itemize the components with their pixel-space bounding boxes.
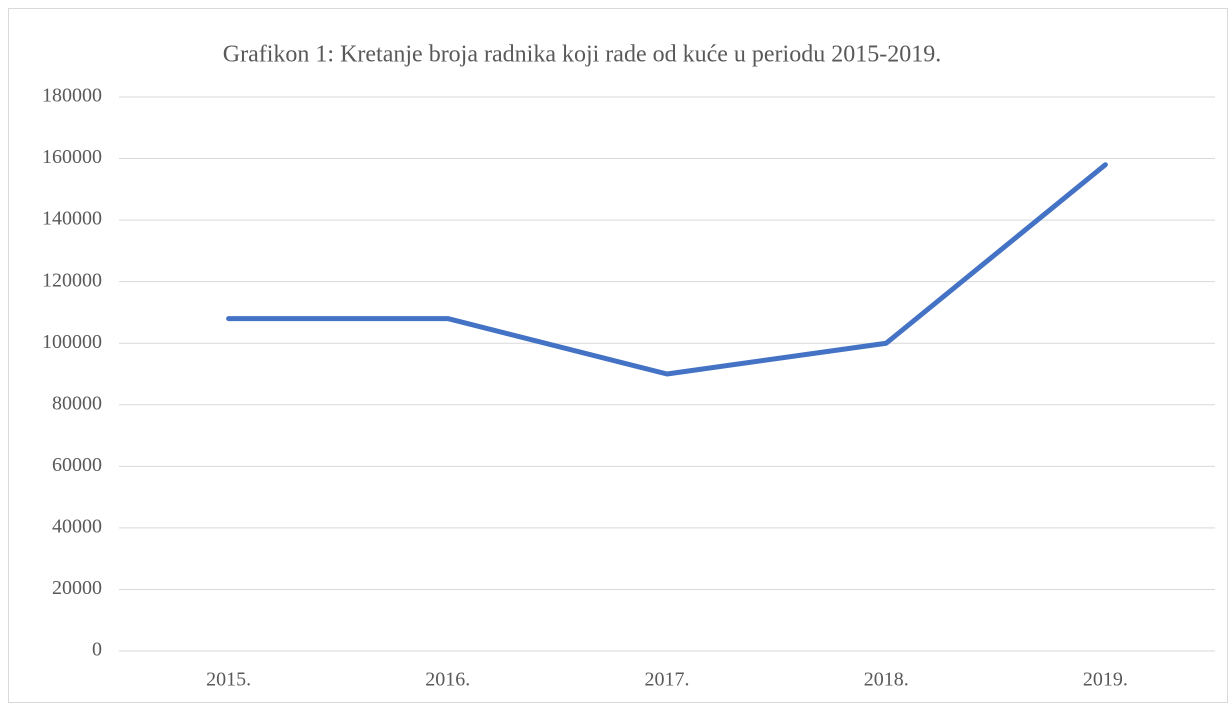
x-tick-label: 2019. — [1083, 669, 1128, 691]
y-tick-label: 0 — [92, 639, 102, 661]
y-tick-label: 100000 — [42, 331, 102, 353]
data-line — [226, 162, 1108, 377]
y-tick-label: 160000 — [42, 146, 102, 168]
y-tick-label: 80000 — [52, 392, 102, 414]
chart-title: Grafikon 1: Kretanje broja radnika koji … — [223, 42, 941, 68]
x-tick-label: 2016. — [425, 669, 470, 691]
y-tick-label: 140000 — [42, 208, 102, 230]
x-tick-label: 2018. — [864, 669, 909, 691]
x-tick-label: 2015. — [206, 669, 251, 691]
x-tick-label: 2017. — [645, 669, 690, 691]
y-tick-label: 120000 — [42, 269, 102, 291]
y-tick-label: 60000 — [52, 454, 102, 476]
y-tick-label: 40000 — [52, 515, 102, 537]
y-tick-label: 20000 — [52, 577, 102, 599]
chart-border — [8, 8, 1228, 703]
y-tick-label: 180000 — [42, 85, 102, 107]
